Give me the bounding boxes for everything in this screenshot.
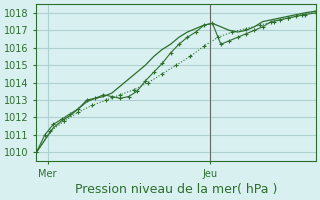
X-axis label: Pression niveau de la mer( hPa ): Pression niveau de la mer( hPa ) [75, 183, 277, 196]
